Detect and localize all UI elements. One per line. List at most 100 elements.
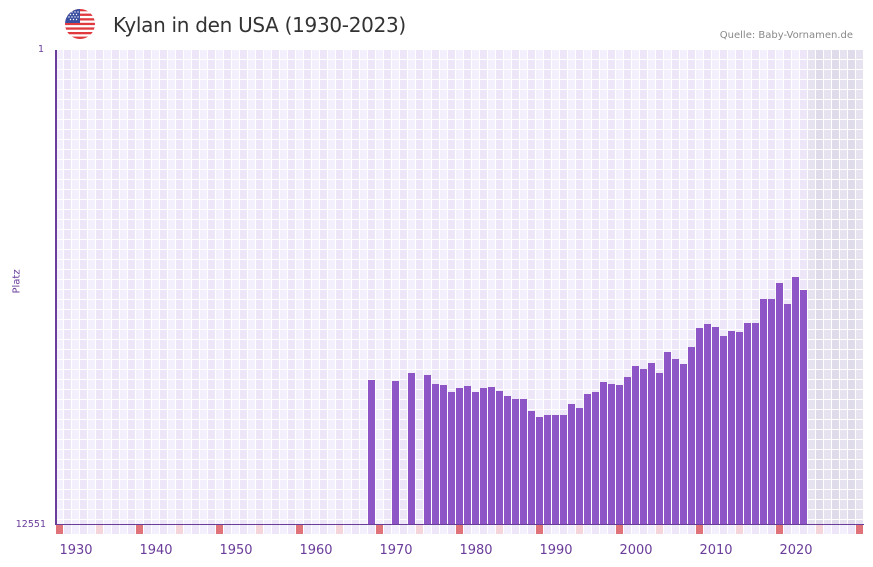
year-marker xyxy=(616,525,623,534)
bar-1996[interactable] xyxy=(600,382,607,524)
bar-2017[interactable] xyxy=(768,299,775,524)
grid-column xyxy=(64,50,72,524)
bar-1986[interactable] xyxy=(520,399,527,524)
year-marker xyxy=(680,525,687,534)
bar-1988[interactable] xyxy=(536,417,543,524)
bar-2006[interactable] xyxy=(680,364,687,524)
bar-2014[interactable] xyxy=(744,323,751,524)
year-marker xyxy=(816,525,823,534)
year-marker xyxy=(464,525,471,534)
grid-column xyxy=(632,50,640,524)
grid-column xyxy=(384,50,392,524)
x-tick-label: 2020 xyxy=(779,543,813,558)
year-marker xyxy=(776,525,783,534)
bar-1991[interactable] xyxy=(560,415,567,524)
grid-column xyxy=(544,50,552,524)
bar-2015[interactable] xyxy=(752,323,759,524)
grid-column xyxy=(80,50,88,524)
bar-2012[interactable] xyxy=(728,331,735,524)
bar-2004[interactable] xyxy=(664,352,671,524)
grid-column xyxy=(328,50,336,524)
bar-1982[interactable] xyxy=(488,387,495,524)
grid-column xyxy=(120,50,128,524)
bar-1995[interactable] xyxy=(592,392,599,524)
bar-1984[interactable] xyxy=(504,396,511,524)
bar-1985[interactable] xyxy=(512,399,519,524)
grid-column xyxy=(664,50,672,524)
bar-2013[interactable] xyxy=(736,332,743,524)
grid-column xyxy=(816,50,824,524)
bar-1981[interactable] xyxy=(480,388,487,524)
bar-1977[interactable] xyxy=(448,392,455,524)
x-tick-label: 1960 xyxy=(299,543,333,558)
bar-2003[interactable] xyxy=(656,373,663,524)
grid-column xyxy=(720,50,728,524)
year-marker xyxy=(600,525,607,534)
bar-2011[interactable] xyxy=(720,336,727,524)
bar-1990[interactable] xyxy=(552,415,559,524)
grid-column xyxy=(504,50,512,524)
bar-1992[interactable] xyxy=(568,404,575,524)
bar-2020[interactable] xyxy=(792,277,799,524)
x-tick-label: 1940 xyxy=(139,543,173,558)
year-marker xyxy=(608,525,615,534)
year-marker xyxy=(56,525,63,534)
bar-1976[interactable] xyxy=(440,385,447,524)
bar-2005[interactable] xyxy=(672,359,679,524)
bar-1997[interactable] xyxy=(608,384,615,524)
grid-column xyxy=(440,50,448,524)
bar-2000[interactable] xyxy=(632,366,639,524)
year-marker xyxy=(760,525,767,534)
bar-1967[interactable] xyxy=(368,380,375,524)
bar-1978[interactable] xyxy=(456,388,463,524)
grid-column xyxy=(248,50,256,524)
bar-1980[interactable] xyxy=(472,392,479,524)
grid-column xyxy=(256,50,264,524)
year-marker xyxy=(312,525,319,534)
bar-2018[interactable] xyxy=(776,283,783,524)
year-marker xyxy=(568,525,575,534)
grid-column xyxy=(616,50,624,524)
bar-1972[interactable] xyxy=(408,373,415,524)
bar-2010[interactable] xyxy=(712,327,719,524)
bar-1974[interactable] xyxy=(424,375,431,524)
bar-1970[interactable] xyxy=(392,381,399,524)
bar-1993[interactable] xyxy=(576,408,583,524)
bar-1989[interactable] xyxy=(544,415,551,524)
bar-2009[interactable] xyxy=(704,324,711,524)
grid-column xyxy=(512,50,520,524)
year-marker xyxy=(128,525,135,534)
year-marker xyxy=(136,525,143,534)
bar-2007[interactable] xyxy=(688,347,695,524)
grid-column xyxy=(696,50,704,524)
x-tick-label: 1990 xyxy=(539,543,573,558)
year-marker xyxy=(480,525,487,534)
bar-2008[interactable] xyxy=(696,328,703,524)
bar-2002[interactable] xyxy=(648,363,655,524)
year-marker xyxy=(688,525,695,534)
year-marker xyxy=(656,525,663,534)
bar-1983[interactable] xyxy=(496,391,503,524)
grid-column xyxy=(856,50,863,524)
grid-column xyxy=(752,50,760,524)
bar-1987[interactable] xyxy=(528,411,535,524)
bar-2001[interactable] xyxy=(640,369,647,524)
bar-1994[interactable] xyxy=(584,394,591,524)
year-marker xyxy=(520,525,527,534)
year-marker xyxy=(824,525,831,534)
grid-column xyxy=(168,50,176,524)
grid-column xyxy=(736,50,744,524)
year-marker xyxy=(640,525,647,534)
bar-1975[interactable] xyxy=(432,384,439,524)
bar-1979[interactable] xyxy=(464,386,471,524)
year-marker xyxy=(152,525,159,534)
bar-2016[interactable] xyxy=(760,299,767,524)
bar-2019[interactable] xyxy=(784,304,791,524)
bar-1998[interactable] xyxy=(616,385,623,524)
grid-column xyxy=(352,50,360,524)
year-marker xyxy=(120,525,127,534)
bar-2021[interactable] xyxy=(800,290,807,524)
year-marker xyxy=(368,525,375,534)
year-marker xyxy=(592,525,599,534)
bar-1999[interactable] xyxy=(624,377,631,524)
